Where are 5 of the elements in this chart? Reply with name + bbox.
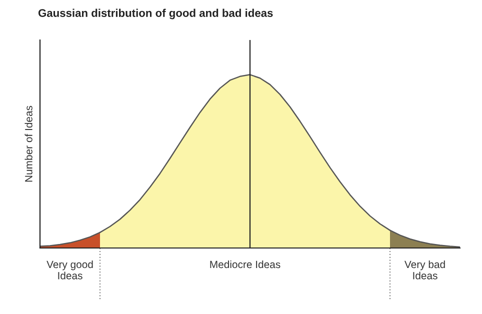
chart-title: Gaussian distribution of good and bad ideas xyxy=(38,8,273,20)
series-label: Mediocre Ideas xyxy=(210,260,280,268)
y-axis-title: Number of Ideas xyxy=(24,106,32,182)
series-label: Very good Ideas xyxy=(46,260,93,280)
series-label: Very bad Ideas xyxy=(404,260,445,280)
